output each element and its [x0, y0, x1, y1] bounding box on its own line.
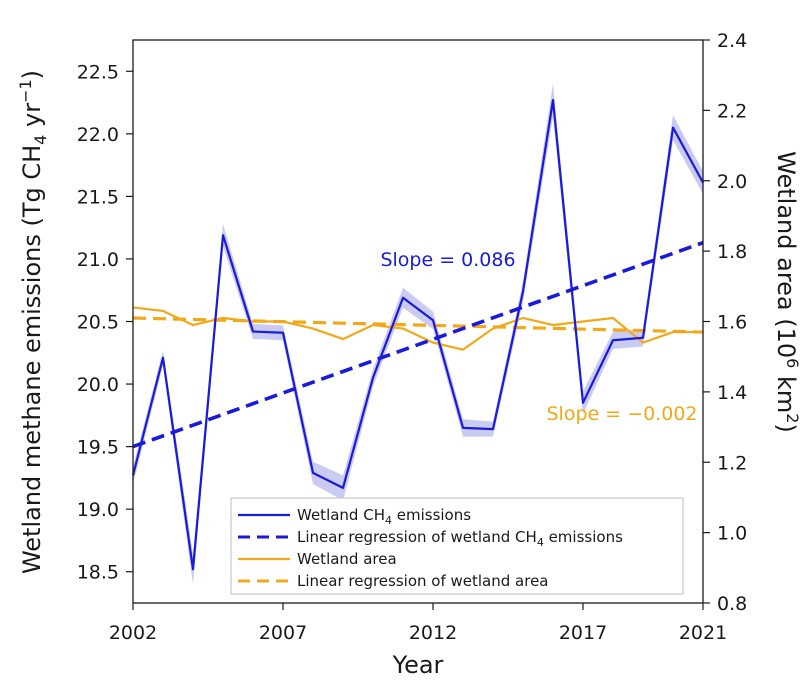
legend-label-2-pre: Wetland area [297, 550, 397, 568]
emissions-uncertainty-band [133, 83, 703, 585]
x-tick-label: 2002 [109, 622, 157, 644]
legend-label-area-regression: Linear regression of wetland area [297, 572, 549, 590]
slope-annotation-emissions: Slope = 0.086 [380, 249, 515, 271]
legend-label-area: Wetland area [297, 550, 397, 568]
y-left-tick-label: 21.5 [77, 186, 119, 208]
legend-label-1-post: emissions [544, 528, 623, 546]
y-right-title-sup2: 2 [783, 413, 802, 423]
legend-label-0-post: emissions [392, 506, 471, 524]
x-tick-label: 2012 [409, 622, 457, 644]
y-left-title-mid: yr [18, 103, 46, 135]
legend-label-0-sub: 4 [385, 514, 392, 527]
y-right-tick-label: 2.0 [717, 171, 747, 193]
y-right-title-mid: km [772, 368, 800, 413]
y-left-tick-label: 19.5 [77, 437, 119, 459]
uncertainty-band-layer [133, 83, 703, 585]
x-tick-label: 2017 [559, 622, 607, 644]
x-tick-label: 2021 [679, 622, 727, 644]
y-left-tick-label: 22.0 [77, 124, 119, 146]
y-right-tick-label: 1.8 [717, 241, 747, 263]
y-right-tick-label: 1.6 [717, 312, 747, 334]
y-axis-left-title: Wetland methane emissions (Tg CH4 yr−1) [16, 70, 50, 574]
legend-label-1-sub: 4 [537, 536, 544, 549]
y-right-tick-label: 2.2 [717, 100, 747, 122]
legend-label-0-pre: Wetland CH [297, 506, 385, 524]
wetland-area-regression-line [132, 316, 704, 334]
x-axis-title: Year [392, 651, 444, 679]
emissions-line [131, 98, 704, 571]
y-right-tick-label: 1.2 [717, 452, 747, 474]
y-right-tick-label: 0.8 [717, 593, 747, 615]
y-right-tick-label: 2.4 [717, 30, 747, 52]
y-left-title-pre: Wetland methane emissions (Tg CH [18, 145, 46, 574]
ticks-layer: 2002 2007 2012 2017 2021 18.5 19.0 19.5 20.0 20.5… [77, 30, 748, 644]
y-right-title-post: ) [772, 423, 800, 432]
slope-annotation-area: Slope = −0.002 [546, 403, 697, 425]
legend: Wetland CH4 emissions Linear regression … [230, 497, 684, 595]
y-left-tick-label: 22.5 [77, 61, 119, 83]
y-left-tick-label: 18.5 [77, 562, 119, 584]
y-left-tick-label: 21.0 [77, 249, 119, 271]
y-left-title-post: ) [18, 70, 46, 79]
y-right-tick-label: 1.4 [717, 382, 747, 404]
y-left-title-sub: 4 [31, 135, 50, 145]
y-right-tick-label: 1.0 [717, 523, 747, 545]
y-left-tick-label: 19.0 [77, 499, 119, 521]
legend-label-emissions: Wetland CH4 emissions [297, 506, 471, 527]
y-left-tick-label: 20.5 [77, 312, 119, 334]
legend-label-1-pre: Linear regression of wetland CH [297, 528, 537, 546]
legend-label-3-pre: Linear regression of wetland area [297, 572, 549, 590]
legend-label-emissions-regression: Linear regression of wetland CH4 emissio… [297, 528, 623, 549]
emissions-regression-line [132, 240, 704, 449]
y-right-title-sup: 6 [783, 358, 802, 368]
series-layer [131, 98, 704, 571]
y-axis-right-title: Wetland area (106 km2) [772, 151, 802, 433]
x-tick-label: 2007 [259, 622, 307, 644]
y-left-tick-label: 20.0 [77, 374, 119, 396]
y-right-title-pre: Wetland area (10 [772, 151, 800, 358]
legend-box [230, 497, 684, 595]
wetland-area-line [132, 306, 703, 351]
y-left-title-sup: −1 [16, 79, 35, 103]
